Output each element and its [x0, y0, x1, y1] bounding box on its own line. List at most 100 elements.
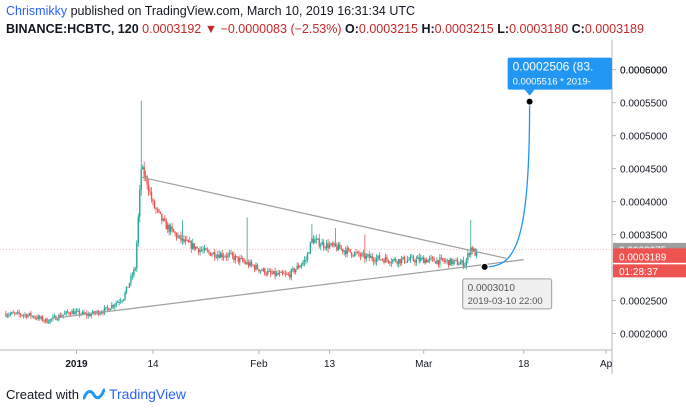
candle-body: [445, 260, 447, 262]
candle-body: [186, 239, 188, 241]
candle-body: [209, 252, 212, 256]
price-chart[interactable]: 0.00020000.00025000.00030000.00035000.00…: [0, 38, 686, 378]
symbol-label: BINANCE:HCBTC, 120: [6, 22, 139, 36]
x-tick-label: 2019: [65, 359, 88, 370]
candle-body: [314, 240, 316, 244]
candle-body: [219, 253, 222, 258]
candle-body: [83, 311, 85, 314]
candle-body: [381, 259, 384, 261]
candle-body: [62, 314, 64, 316]
low-label: L:: [497, 22, 510, 36]
candle-body: [172, 229, 175, 233]
candle-body: [234, 256, 237, 261]
candle-body: [149, 191, 151, 193]
candle-body: [305, 259, 307, 261]
candle-body: [161, 213, 163, 221]
candle-body: [196, 247, 198, 249]
candle-body: [417, 257, 419, 259]
candle-body: [327, 243, 329, 249]
candle-body: [116, 302, 119, 303]
candle-body: [28, 312, 31, 315]
candle-body: [11, 312, 13, 314]
candle-body: [411, 256, 413, 258]
candle-body: [462, 260, 465, 267]
candle-body: [168, 224, 170, 232]
candle-body: [158, 209, 160, 212]
candle-body: [430, 257, 432, 259]
tradingview-brand[interactable]: TradingView: [108, 386, 187, 402]
candle-body: [422, 257, 425, 264]
candle-body: [25, 314, 28, 318]
x-tick-label: Feb: [250, 359, 268, 370]
projection-end-price: 0.0005516 * 2019-: [513, 77, 591, 88]
trendline-upper[interactable]: [141, 176, 507, 259]
candle-body: [474, 248, 476, 256]
candle-body: [46, 318, 48, 324]
candle-body: [30, 312, 32, 317]
candle-body: [393, 258, 395, 260]
candle-body: [349, 249, 351, 253]
candle-body: [340, 248, 343, 250]
candle-body: [334, 243, 337, 247]
candle-body: [309, 242, 312, 254]
candle-body: [443, 260, 445, 262]
high-label: H:: [421, 22, 435, 36]
low-value: 0.0003180: [509, 22, 569, 36]
candle-body: [258, 269, 260, 272]
candle-body: [387, 259, 390, 263]
candle-body: [127, 286, 129, 288]
candle-body: [300, 264, 303, 267]
candle-body: [415, 258, 418, 263]
candle-body: [315, 239, 317, 241]
candle-body: [214, 252, 216, 258]
projection-start-point[interactable]: [480, 262, 489, 271]
candle-body: [244, 262, 247, 264]
candle-body: [408, 259, 410, 261]
trendline-lower[interactable]: [52, 259, 524, 319]
candle-body: [265, 274, 267, 275]
candle-body: [105, 307, 107, 309]
candle-body: [211, 254, 213, 256]
candle-body: [114, 304, 116, 307]
candle-body: [409, 256, 412, 260]
candle-body: [380, 259, 382, 261]
candle-body: [215, 257, 217, 258]
candle-body: [199, 249, 201, 253]
candle-body: [347, 248, 350, 250]
candle-body: [121, 300, 123, 302]
candle-body: [372, 259, 375, 262]
x-tick-label: 18: [518, 359, 530, 370]
candle-body: [325, 243, 328, 249]
candle-body: [133, 269, 135, 276]
candle-body: [156, 209, 159, 210]
candle-body: [64, 313, 66, 315]
candle-body: [169, 226, 172, 232]
candle-body: [203, 248, 206, 251]
candle-body: [119, 301, 122, 303]
candle-body: [237, 256, 240, 262]
candle-body: [355, 252, 357, 254]
last-price: 0.0003192: [142, 22, 202, 36]
candle-body: [336, 246, 338, 251]
candle-body: [459, 262, 462, 265]
candle-body: [269, 271, 272, 274]
candle-body: [193, 243, 195, 250]
candle-body: [418, 257, 420, 261]
projection-end-point[interactable]: [525, 97, 534, 106]
candle-body: [321, 242, 323, 246]
author-link[interactable]: Chrismikky: [6, 4, 68, 18]
candle-body: [267, 271, 269, 275]
candle-body: [125, 286, 128, 293]
candle-body: [287, 274, 290, 275]
candle-body: [34, 317, 37, 319]
projection-start-price: 0.0003010: [468, 283, 516, 294]
projection-curve[interactable]: [484, 101, 531, 268]
candle-body: [69, 313, 72, 315]
candle-body: [367, 254, 369, 256]
candle-body: [197, 248, 200, 253]
candle-body: [93, 311, 95, 314]
projection-start-label-box: [462, 278, 553, 310]
candle-body: [192, 243, 194, 249]
candle-body: [21, 315, 23, 317]
candle-body: [359, 254, 362, 257]
